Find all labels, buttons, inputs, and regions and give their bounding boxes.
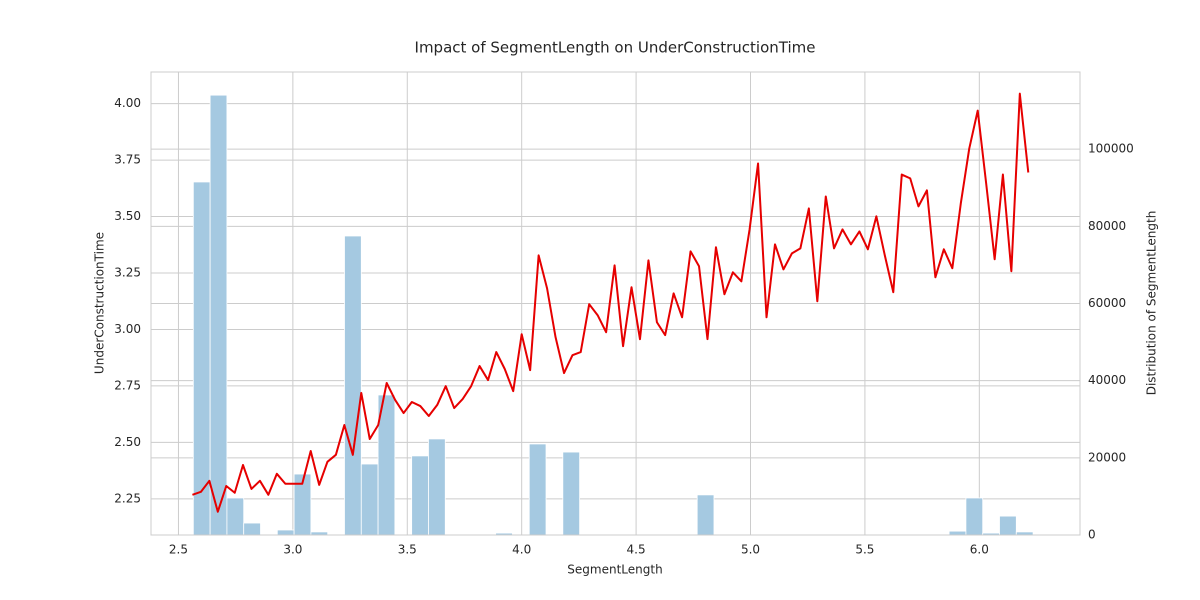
- chart-title: Impact of SegmentLength on UnderConstruc…: [415, 39, 816, 57]
- y2-tick-label: 100000: [1088, 142, 1134, 156]
- x-tick-label: 3.0: [283, 543, 302, 557]
- histogram-bar: [411, 455, 429, 536]
- y2-tick-label: 60000: [1088, 296, 1126, 310]
- x-tick-label: 3.5: [398, 543, 417, 557]
- histogram-bar: [226, 497, 245, 536]
- x-tick-label: 2.5: [169, 543, 188, 557]
- y-axis-label: UnderConstructionTime: [93, 232, 107, 374]
- histogram-bar: [562, 451, 581, 536]
- y2-tick-label: 80000: [1088, 219, 1126, 233]
- y-tick-label: 3.75: [114, 153, 141, 167]
- x-tick-label: 4.5: [627, 543, 646, 557]
- histogram-bar: [360, 463, 379, 536]
- y2-axis-label: Distribution of SegmentLength: [1145, 211, 1159, 396]
- x-tick-label: 6.0: [970, 543, 989, 557]
- y2-tick-label: 20000: [1088, 450, 1126, 464]
- histogram-bar: [276, 529, 295, 536]
- histogram-bar: [948, 530, 967, 536]
- histogram-bar: [243, 522, 261, 536]
- histogram-bar: [696, 494, 715, 536]
- y-tick-label: 3.50: [114, 209, 141, 223]
- y-tick-label: 3.00: [114, 322, 141, 336]
- y2-tick-label: 0: [1088, 528, 1096, 542]
- x-tick-label: 5.0: [741, 543, 760, 557]
- marks: [192, 92, 1034, 536]
- data-line: [192, 92, 1030, 513]
- x-axis-label: SegmentLength: [567, 563, 662, 577]
- labels: 2.5 3.0 3.5 4.0 4.5 5.0 5.5 6.0 2.25 2.50 2.75 3.00…: [114, 96, 1134, 556]
- y-tick-label: 4.00: [114, 96, 141, 110]
- y-tick-label: 2.50: [114, 435, 141, 449]
- x-tick-label: 4.0: [512, 543, 531, 557]
- y-tick-label: 2.75: [114, 378, 141, 392]
- y2-tick-label: 40000: [1088, 373, 1126, 387]
- x-tick-label: 5.5: [855, 543, 874, 557]
- histogram-bar: [965, 497, 984, 536]
- y-tick-label: 2.25: [114, 491, 141, 505]
- histogram-bar: [344, 235, 362, 536]
- y-tick-label: 3.25: [114, 266, 141, 280]
- histogram-bar: [428, 438, 446, 536]
- histogram-bar: [209, 94, 228, 536]
- histogram-bar: [999, 515, 1017, 536]
- histogram-bar: [528, 443, 547, 536]
- plot-frame: [150, 71, 1081, 536]
